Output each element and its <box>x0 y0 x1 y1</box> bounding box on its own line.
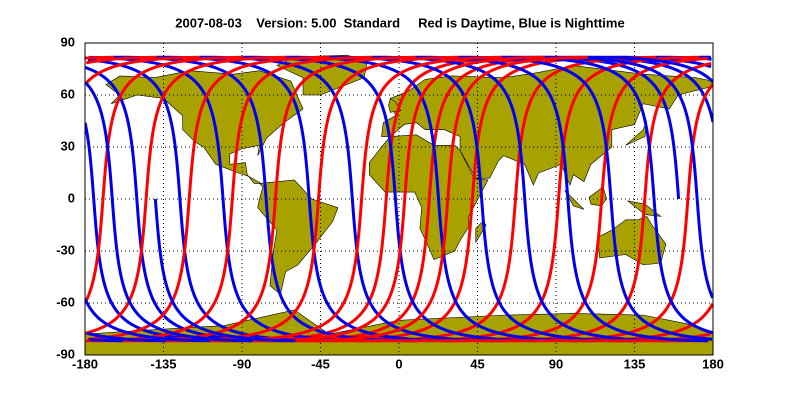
y-tick-label: -60 <box>56 294 75 309</box>
y-tick-label: -30 <box>56 242 75 257</box>
chart-title: 2007-08-03 Version: 5.00 Standard Red is… <box>175 15 624 30</box>
x-tick-label: 90 <box>549 356 563 371</box>
x-tick-label: -135 <box>150 356 176 371</box>
x-tick-label: -90 <box>233 356 252 371</box>
x-tick-label: 45 <box>470 356 484 371</box>
night-track <box>697 199 712 298</box>
day-track <box>85 57 114 58</box>
x-tick-label: 180 <box>702 356 724 371</box>
y-tick-label: 30 <box>61 138 75 153</box>
x-tick-label: 135 <box>624 356 646 371</box>
night-track <box>85 123 94 199</box>
y-tick-label: -90 <box>56 346 75 361</box>
x-tick-label: -45 <box>311 356 330 371</box>
landmass <box>589 187 606 206</box>
y-tick-label: 90 <box>61 34 75 49</box>
y-tick-label: 0 <box>68 190 75 205</box>
y-tick-label: 60 <box>61 86 75 101</box>
x-tick-label: -180 <box>72 356 98 371</box>
x-tick-label: 0 <box>395 356 402 371</box>
